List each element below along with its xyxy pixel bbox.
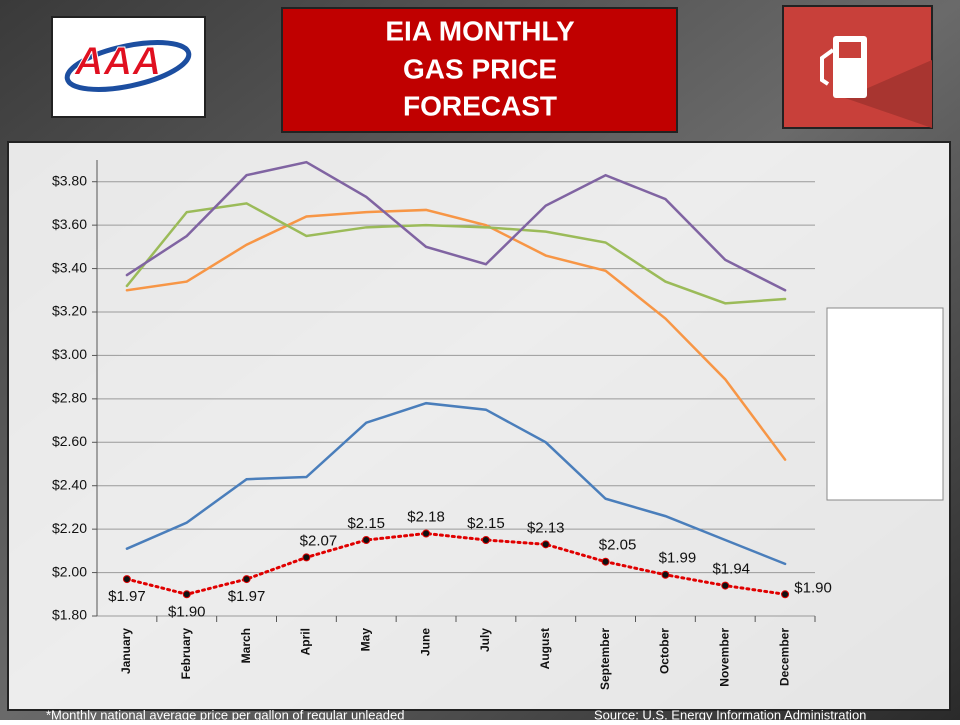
title-box — [281, 7, 678, 133]
chart-panel — [7, 141, 951, 711]
data-label: $1.90 — [794, 579, 832, 596]
y-tick-label: $1.80 — [52, 607, 87, 623]
point — [661, 570, 670, 579]
x-tick-label: November — [717, 628, 731, 687]
data-label: $1.97 — [228, 588, 266, 605]
data-label: $1.97 — [108, 588, 146, 605]
x-tick-label: June — [418, 628, 432, 656]
title-line: GAS PRICE — [403, 53, 557, 84]
y-tick-label: $2.00 — [52, 563, 87, 579]
point — [481, 536, 490, 544]
source: Source: U.S. Energy Information Administ… — [594, 707, 866, 720]
point — [182, 590, 191, 599]
pump-icon — [820, 36, 932, 128]
y-tick-label: $2.60 — [52, 433, 87, 449]
x-tick-label: October — [658, 628, 672, 674]
x-tick-label: May — [358, 628, 372, 652]
point — [362, 536, 371, 544]
series-line — [125, 401, 787, 566]
point — [242, 575, 251, 584]
y-tick-label: $2.40 — [52, 476, 87, 492]
series-line — [125, 208, 787, 461]
logo-text: AAA — [74, 40, 162, 84]
point — [422, 529, 431, 538]
point — [541, 540, 550, 549]
x-tick-label: March — [239, 628, 253, 663]
data-label: $1.90 — [168, 603, 206, 620]
data-label: $2.13 — [527, 519, 565, 536]
point — [122, 575, 131, 584]
x-tick-label: December — [777, 628, 791, 686]
data-label: $2.15 — [467, 515, 505, 532]
point — [781, 590, 790, 599]
data-label: $1.94 — [712, 561, 750, 578]
y-tick-label: $3.40 — [52, 259, 87, 275]
point — [601, 557, 610, 566]
logo-swoosh — [64, 40, 192, 92]
y-tick-label: $3.20 — [52, 303, 87, 319]
x-tick-label: February — [179, 628, 193, 680]
series-line — [125, 202, 787, 305]
series-line — [125, 531, 787, 596]
x-tick-label: July — [478, 628, 492, 652]
y-tick-label: $2.80 — [52, 390, 87, 406]
title-line: FORECAST — [403, 90, 557, 121]
point — [721, 581, 730, 590]
data-label: $2.18 — [407, 508, 445, 525]
data-label: $2.15 — [347, 515, 385, 532]
point — [302, 553, 311, 562]
y-tick-label: $3.00 — [52, 346, 87, 362]
data-label: $2.07 — [300, 532, 338, 549]
legend — [826, 307, 944, 501]
series-line — [125, 160, 787, 292]
x-tick-label: January — [119, 628, 133, 674]
x-tick-label: August — [538, 628, 552, 669]
x-tick-label: September — [598, 628, 612, 690]
footnote: *Monthly national average price per gall… — [46, 707, 404, 720]
data-label: $1.99 — [659, 550, 697, 567]
y-tick-label: $2.20 — [52, 520, 87, 536]
y-tick-label: $3.60 — [52, 216, 87, 232]
y-tick-label: $3.80 — [52, 172, 87, 188]
x-tick-label: April — [299, 628, 313, 655]
data-label: $2.05 — [599, 537, 637, 554]
title-line: EIA MONTHLY — [385, 15, 575, 46]
